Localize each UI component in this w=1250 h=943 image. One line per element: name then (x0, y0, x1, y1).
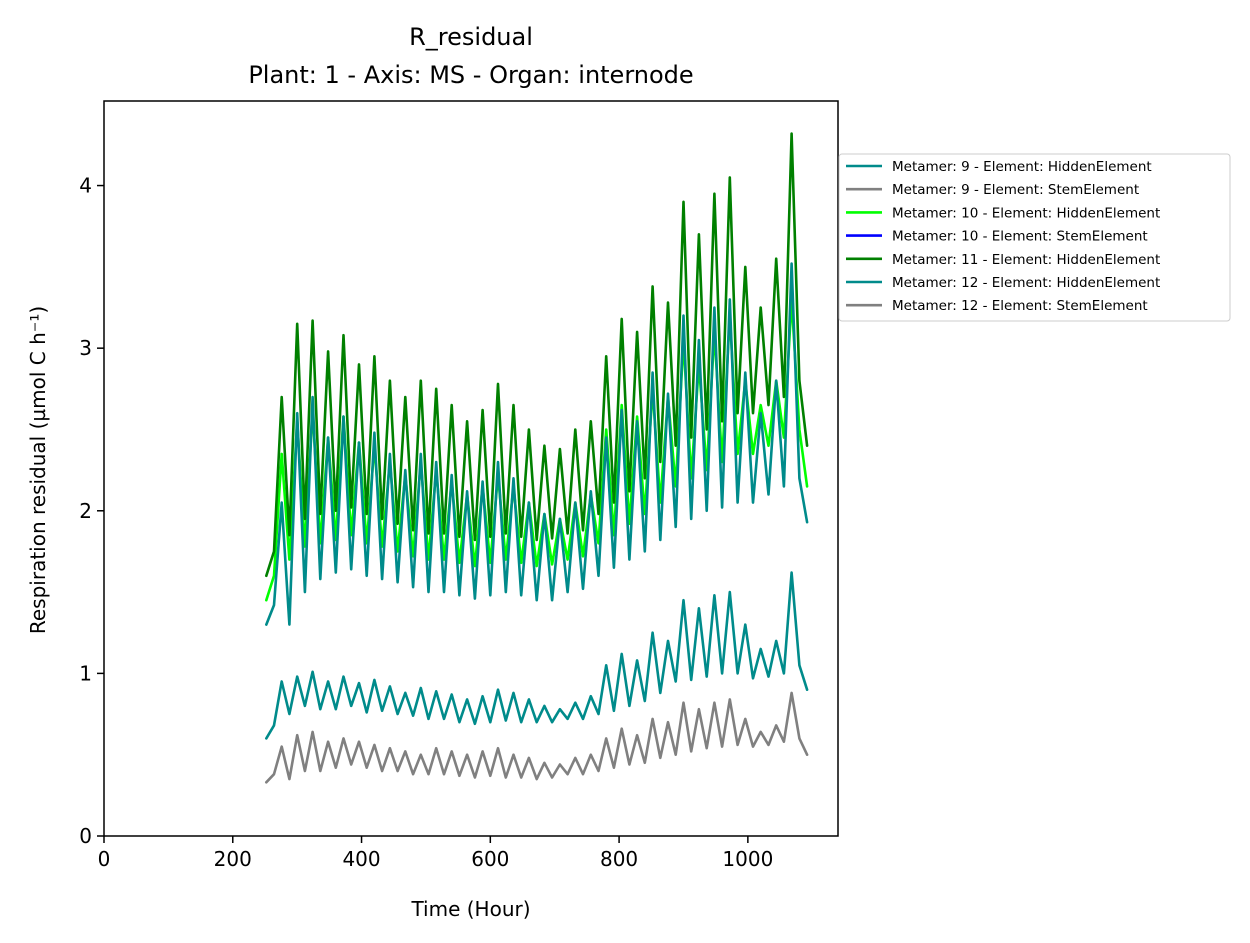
y-tick-label-2: 2 (79, 499, 92, 523)
y-tick-label-3: 3 (79, 336, 92, 360)
x-axis: 0 200 400 600 800 1000 (98, 836, 773, 871)
series-line-metamer-9-element-hiddenelement (265, 571, 809, 740)
legend: Metamer: 9 - Element: HiddenElement Metam… (838, 153, 1231, 322)
chart-subtitle: Plant: 1 - Axis: MS - Organ: internode (248, 61, 693, 89)
x-tick-label-200: 200 (214, 847, 252, 871)
plot-frame (103, 100, 839, 837)
series-line-metamer-12-element-hiddenelement (265, 262, 809, 626)
x-tick-label-0: 0 (98, 847, 111, 871)
legend-label-metamer-12-element-hiddenelement: Metamer: 12 - Element: HiddenElement (892, 275, 1160, 291)
x-axis-label: Time (Hour) (410, 897, 530, 921)
legend-label-metamer-11-element-hiddenelement: Metamer: 11 - Element: HiddenElement (892, 252, 1160, 268)
y-tick-label-1: 1 (79, 661, 92, 685)
legend-label-metamer-10-element-stemelement: Metamer: 10 - Element: StemElement (892, 229, 1148, 245)
legend-label-metamer-9-element-stemelement: Metamer: 9 - Element: StemElement (892, 182, 1139, 198)
x-tick-label-800: 800 (600, 847, 638, 871)
legend-label-metamer-10-element-hiddenelement: Metamer: 10 - Element: HiddenElement (892, 205, 1160, 221)
chart-title: R_residual (409, 23, 533, 51)
y-tick-label-0: 0 (79, 824, 92, 848)
legend-frame (838, 153, 1231, 322)
x-tick-label-1000: 1000 (722, 847, 773, 871)
legend-label-metamer-9-element-hiddenelement: Metamer: 9 - Element: HiddenElement (892, 159, 1152, 175)
plot-lines (265, 132, 809, 784)
y-tick-label-4: 4 (79, 174, 92, 198)
series-line-metamer-11-element-hiddenelement (265, 132, 809, 578)
x-tick-label-600: 600 (471, 847, 509, 871)
legend-label-metamer-12-element-stemelement: Metamer: 12 - Element: StemElement (892, 298, 1148, 314)
y-axis-label: Respiration residual (µmol C h⁻¹) (26, 306, 50, 634)
series-line-metamer-9-element-stemelement (265, 691, 809, 784)
x-tick-label-400: 400 (342, 847, 380, 871)
y-axis: 0 1 2 3 4 (79, 174, 104, 848)
